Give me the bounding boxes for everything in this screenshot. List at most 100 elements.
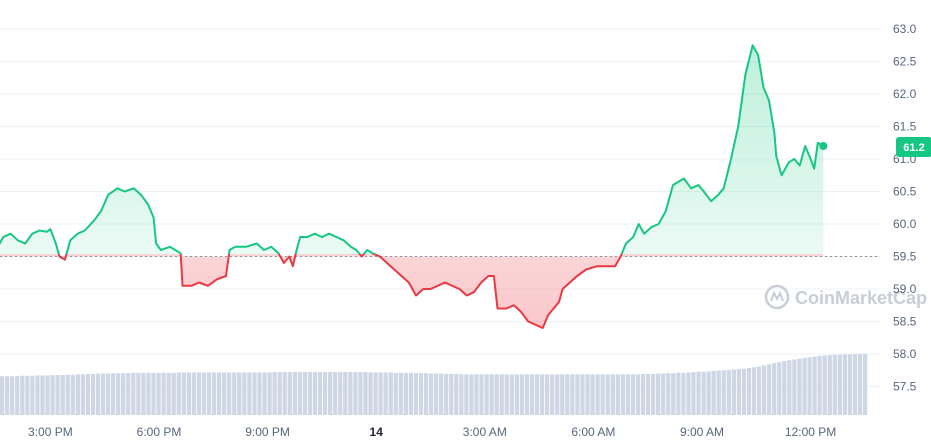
volume-bar [408, 372, 414, 415]
watermark-text: CoinMarketCap [795, 288, 927, 308]
volume-bar [454, 373, 459, 415]
volume-bar [348, 372, 353, 415]
x-tick-label: 9:00 AM [680, 425, 724, 439]
volume-bar [383, 372, 388, 415]
volume-bar [777, 362, 782, 415]
volume-bar [151, 372, 156, 415]
volume-bar [479, 374, 484, 415]
volume-bar [80, 374, 85, 415]
volume-bar [196, 372, 202, 415]
volume-bar [857, 353, 863, 415]
x-tick-label: 12:00 PM [785, 425, 836, 439]
volume-bar [358, 372, 363, 415]
volume-bar [782, 360, 787, 415]
volume-bar [141, 372, 146, 415]
volume-bar [15, 376, 20, 415]
volume-bar [862, 353, 868, 415]
volume-bar [832, 354, 837, 415]
volume-bar [600, 374, 605, 415]
volume-bar [328, 372, 333, 415]
volume-bar [95, 373, 101, 415]
volume-bar [121, 373, 126, 415]
volume-bar [726, 369, 731, 415]
volume-bar [111, 373, 116, 415]
volume-bar [595, 374, 600, 415]
volume-bar [696, 371, 701, 415]
volume-bar [570, 374, 575, 415]
volume-bar [444, 373, 449, 415]
y-tick-label: 61.5 [893, 120, 917, 134]
volume-bar [30, 375, 35, 415]
volume-bar [529, 374, 535, 415]
volume-bar [418, 373, 424, 415]
volume-bar [464, 374, 469, 415]
volume-bar [716, 370, 721, 415]
volume-bar [534, 374, 540, 415]
volume-bar [181, 372, 186, 415]
volume-bar [50, 375, 55, 415]
volume-bar [126, 373, 131, 415]
x-axis: 3:00 PM 6:00 PM 9:00 PM 14 3:00 AM 6:00 AM 9:0… [28, 425, 836, 439]
volume-bar [45, 375, 50, 415]
coinmarketcap-logo-icon [764, 284, 790, 310]
volume-bar [373, 372, 378, 415]
volume-bar [338, 372, 343, 415]
volume-bar [751, 367, 757, 415]
volume-bar [227, 372, 232, 415]
volume-bar [494, 374, 499, 415]
y-tick-label: 62.5 [893, 55, 917, 69]
volume-bar [746, 368, 752, 415]
current-price-label: 61.2 [903, 142, 924, 154]
volume-bar [35, 375, 40, 415]
volume-bar [671, 373, 676, 415]
volume-bar [434, 373, 439, 415]
volume-bar [287, 372, 292, 415]
volume-bar [797, 358, 802, 415]
volume-bar [539, 374, 545, 415]
volume-bar [736, 369, 742, 415]
volume-bar [322, 372, 328, 415]
volume-bar [721, 370, 726, 415]
volume-bar [388, 372, 393, 415]
volume-bar [605, 374, 610, 415]
y-tick-label: 59.0 [893, 282, 917, 296]
volume-bar [0, 376, 5, 415]
volume-bars [0, 353, 868, 415]
volume-bar [640, 373, 646, 415]
volume-bar [731, 369, 736, 415]
volume-bar [524, 374, 530, 415]
line-up-segment [0, 44, 824, 254]
volume-bar [393, 372, 398, 415]
volume-bar [580, 374, 585, 415]
volume-bar [353, 372, 358, 415]
volume-bar [257, 372, 262, 415]
volume-bar [499, 374, 504, 415]
volume-bar [706, 371, 711, 415]
y-tick-label: 60.5 [893, 185, 917, 199]
volume-bar [105, 373, 111, 415]
volume-bar [90, 373, 96, 415]
volume-bar [666, 373, 671, 415]
volume-bar [222, 372, 227, 415]
y-tick-label: 57.5 [893, 380, 917, 394]
volume-bar [237, 372, 242, 415]
volume-bar [75, 374, 80, 415]
volume-bar [247, 372, 252, 415]
volume-bar [343, 372, 348, 415]
volume-bar [630, 374, 636, 415]
volume-bar [282, 372, 287, 415]
volume-bar [772, 363, 777, 415]
volume-bar [691, 372, 696, 415]
volume-bar [550, 374, 555, 415]
volume-bar [131, 372, 136, 415]
volume-bar [317, 372, 323, 415]
volume-bar [701, 371, 706, 415]
volume-bar [575, 374, 580, 415]
volume-bar [292, 372, 297, 415]
area-above-baseline [0, 45, 824, 254]
volume-bar [852, 353, 858, 415]
volume-bar [60, 375, 65, 415]
volume-bar [100, 373, 106, 415]
price-area [0, 45, 824, 328]
